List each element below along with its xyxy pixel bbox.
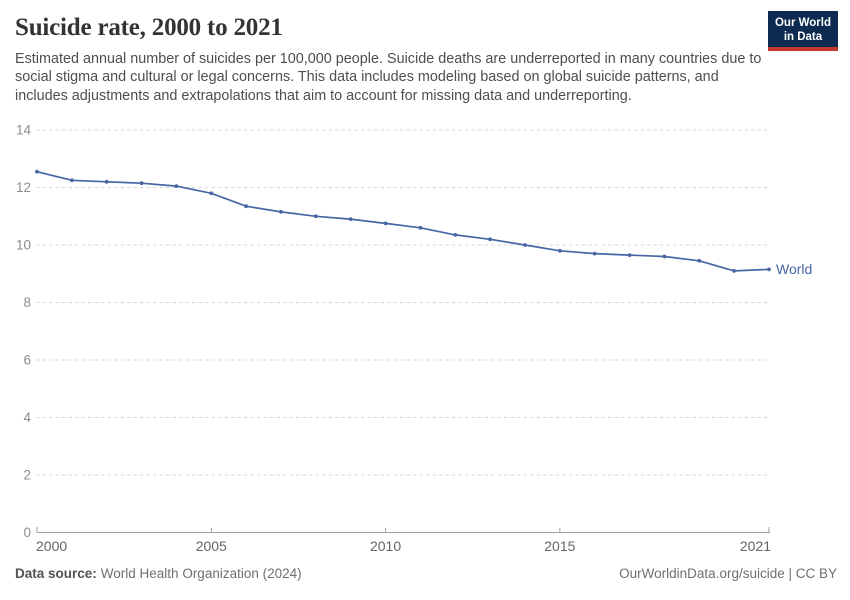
- data-point: [627, 253, 632, 257]
- data-point: [209, 191, 214, 196]
- page-title: Suicide rate, 2000 to 2021: [15, 14, 283, 41]
- x-axis-tick-label: 2021: [740, 538, 771, 554]
- y-axis-tick-label: 8: [23, 295, 31, 310]
- data-source-label: Data source:: [15, 566, 97, 581]
- x-axis-tick-label: 2000: [36, 538, 67, 554]
- data-point: [139, 181, 144, 186]
- data-point: [732, 269, 736, 273]
- y-axis-tick-label: 6: [23, 353, 31, 368]
- data-source-value: World Health Organization (2024): [100, 566, 302, 581]
- data-point: [453, 233, 458, 237]
- y-axis-tick-label: 10: [16, 238, 31, 253]
- data-point: [383, 221, 388, 226]
- data-point: [767, 267, 771, 272]
- data-point: [174, 184, 179, 189]
- data-point: [279, 210, 283, 214]
- x-axis-tick-label: 2010: [370, 538, 401, 554]
- chart-footer: Data source: World Health Organization (2…: [15, 566, 837, 581]
- attribution: OurWorldinData.org/suicide | CC BY: [619, 566, 837, 581]
- x-axis-tick-label: 2005: [196, 538, 227, 554]
- series-label-world: World: [776, 261, 812, 277]
- owid-logo-line2: in Data: [783, 31, 823, 43]
- owid-logo-line1: Our World: [774, 17, 831, 29]
- owid-logo: Our World in Data: [767, 11, 838, 51]
- y-axis-tick-label: 0: [23, 525, 31, 540]
- data-point: [348, 217, 353, 222]
- chart-subtitle: Estimated annual number of suicides per …: [15, 51, 762, 104]
- x-axis-tick-label: 2015: [544, 538, 575, 554]
- data-point: [592, 251, 597, 256]
- data-point: [662, 254, 667, 259]
- data-point: [35, 169, 39, 174]
- y-axis-tick-label: 4: [23, 410, 31, 425]
- data-point: [418, 225, 423, 230]
- data-point: [697, 258, 702, 263]
- data-point: [314, 214, 318, 219]
- data-point: [70, 178, 74, 183]
- y-axis-tick-label: 12: [16, 180, 31, 195]
- y-axis-tick-label: 14: [16, 123, 32, 138]
- series-line-world: [36, 170, 770, 272]
- data-point: [244, 204, 249, 209]
- data-point: [488, 237, 492, 242]
- data-point: [523, 243, 527, 247]
- data-point: [104, 179, 109, 184]
- y-axis-tick-label: 2: [23, 468, 31, 483]
- data-source: Data source: World Health Organization (2…: [15, 566, 302, 581]
- data-point: [558, 248, 562, 253]
